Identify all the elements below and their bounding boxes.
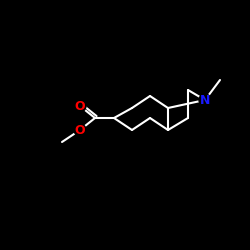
Circle shape: [74, 124, 86, 136]
Text: O: O: [75, 100, 85, 112]
Text: O: O: [75, 124, 85, 136]
Circle shape: [74, 100, 86, 112]
Circle shape: [199, 94, 211, 106]
Text: N: N: [200, 94, 210, 106]
